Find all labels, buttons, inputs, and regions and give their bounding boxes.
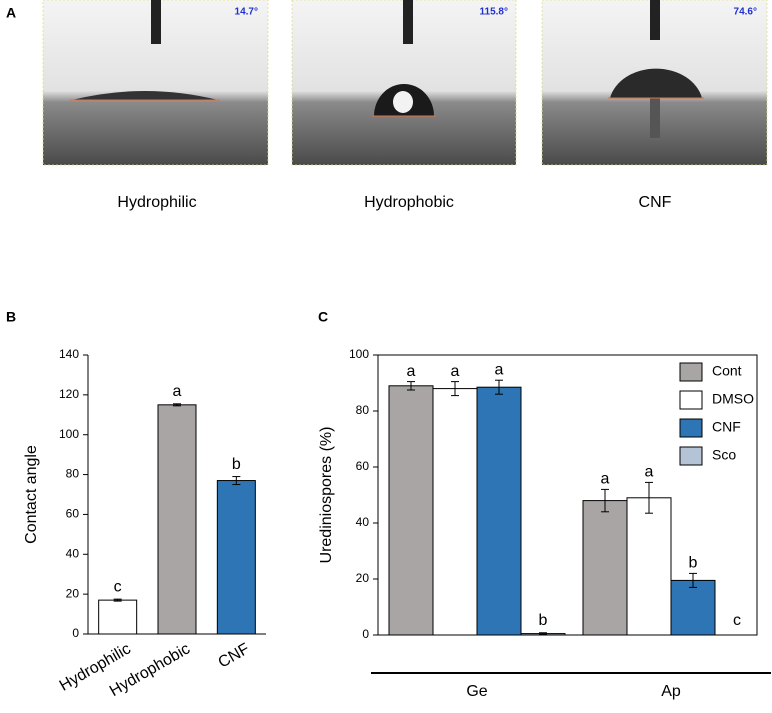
bar [670,579,716,636]
bar [626,497,672,636]
legend-swatch [679,446,703,466]
legend-swatch [679,390,703,410]
y-axis-label: Contact angle [23,445,40,544]
y-tick-label: 20 [66,586,80,600]
significance-letter: b [232,456,241,473]
bar [388,385,434,636]
y-tick-label: 60 [66,507,80,521]
plot-frame [377,354,758,636]
angle-label: 14.7° [235,7,258,18]
y-tick-label: 60 [356,459,370,473]
significance-letter: b [689,555,698,572]
photo-caption: Hydrophobic [364,194,454,211]
significance-letter: a [645,464,654,481]
photo [541,0,768,166]
significance-letter: a [407,363,416,380]
panel-label: B [6,309,16,325]
y-axis-label: Urediniospores (%) [318,427,335,564]
bar [216,480,256,635]
y-tick-label: 100 [349,347,369,361]
y-tick-label: 20 [356,571,370,585]
legend-label: Cont [712,363,742,379]
photo [291,0,517,166]
significance-letter: c [733,612,741,629]
y-tick-label: 0 [72,626,79,640]
bar [98,599,138,635]
y-tick-label: 40 [66,546,80,560]
y-tick-label: 120 [59,387,79,401]
legend-label: DMSO [712,391,754,407]
photo [42,0,269,166]
photo-caption: CNF [639,194,672,211]
bar [157,404,197,635]
photo-caption: Hydrophilic [117,194,196,211]
x-tick-label: CNF [215,640,252,671]
y-tick-label: 0 [362,627,369,641]
panel-label: A [6,5,16,21]
legend-swatch [679,362,703,382]
y-tick-label: 140 [59,347,79,361]
x-tick-label: Ap [661,683,681,700]
y-tick-label: 40 [356,515,370,529]
significance-letter: a [451,363,460,380]
bar [476,386,522,636]
y-tick-label: 100 [59,427,79,441]
significance-letter: b [539,612,548,629]
x-tick-label: Ge [466,683,487,700]
angle-label: 74.6° [734,7,757,18]
angle-label: 115.8° [480,7,508,18]
y-tick-label: 80 [66,467,80,481]
significance-letter: c [114,578,122,595]
panel-label: C [318,309,328,325]
significance-letter: a [601,471,610,488]
legend-label: CNF [712,419,741,435]
bar [582,500,628,636]
significance-letter: a [173,383,182,400]
legend-swatch [679,418,703,438]
y-tick-label: 80 [356,403,370,417]
bar [432,388,478,636]
legend-label: Sco [712,447,736,463]
significance-letter: a [495,361,504,378]
